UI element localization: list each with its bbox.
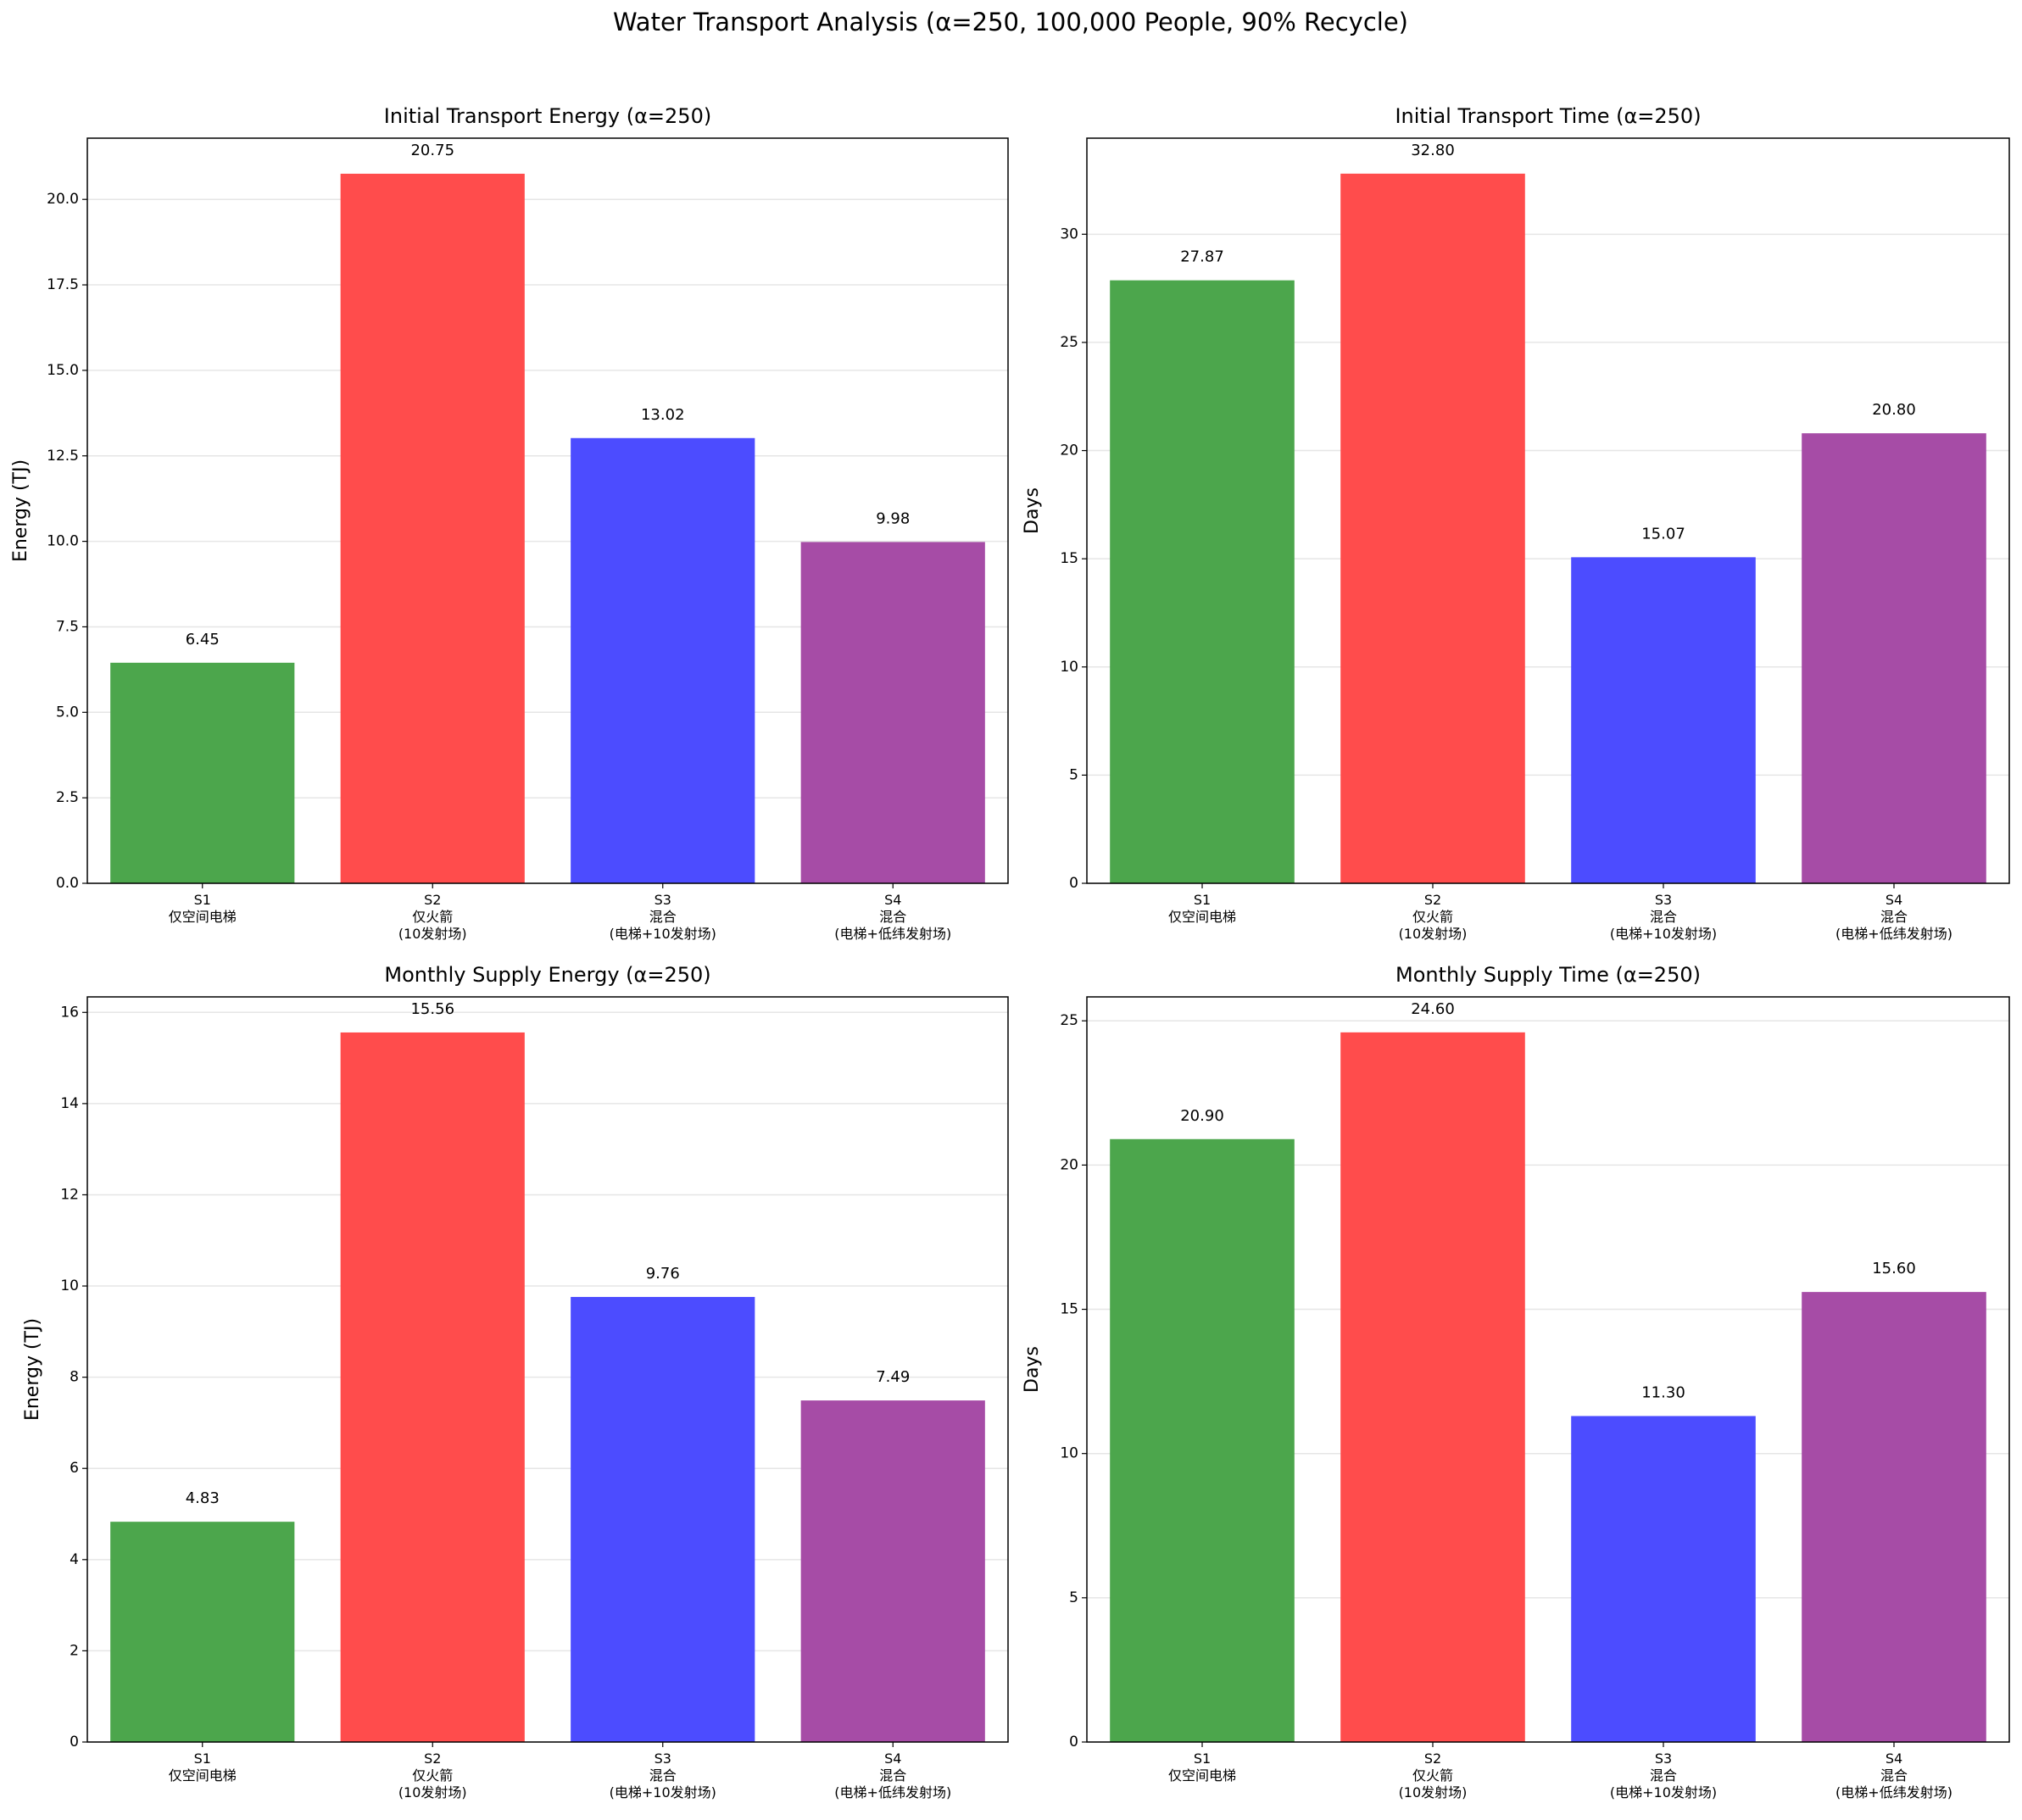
axes-frame xyxy=(86,996,1009,1743)
y-tick-label: 4 xyxy=(70,1551,79,1568)
x-tick-label: S4 混合 (电梯+低纬发射场) xyxy=(1835,1750,1952,1801)
value-label: 9.98 xyxy=(876,509,910,527)
bar xyxy=(340,173,525,883)
y-tick-label: 8 xyxy=(70,1369,79,1386)
bar xyxy=(571,437,755,883)
y-tick-label: 12 xyxy=(60,1186,79,1203)
y-axis-label: Energy (TJ) xyxy=(10,459,31,562)
y-tick-label: 2.5 xyxy=(56,789,79,806)
x-tick-label: S2 仅火箭 (10发射场) xyxy=(398,1750,467,1801)
bar xyxy=(1340,173,1525,883)
chart-title: Monthly Supply Energy (α=250) xyxy=(384,963,710,987)
y-tick-label: 6 xyxy=(70,1460,79,1477)
bar xyxy=(340,1032,525,1742)
y-tick-label: 10 xyxy=(1060,1445,1078,1462)
x-tick-label: S3 混合 (电梯+10发射场) xyxy=(1609,1750,1718,1801)
value-label: 7.49 xyxy=(876,1368,910,1386)
chart-title: Monthly Supply Time (α=250) xyxy=(1395,963,1701,987)
value-label: 20.75 xyxy=(410,142,454,159)
y-axis-label: Days xyxy=(1022,487,1043,534)
x-tick-label: S3 混合 (电梯+10发射场) xyxy=(609,1750,716,1801)
x-tick-label: S4 混合 (电梯+低纬发射场) xyxy=(834,1750,952,1801)
y-tick-label: 10 xyxy=(60,1277,79,1294)
y-tick-label: 16 xyxy=(60,1004,79,1021)
bar xyxy=(800,542,985,883)
y-tick-label: 20.0 xyxy=(47,191,79,208)
x-tick-label: S1 仅空间电梯 xyxy=(1167,1750,1236,1784)
bar xyxy=(1340,1032,1525,1742)
y-tick-label: 15.0 xyxy=(47,362,79,379)
value-label: 20.90 xyxy=(1180,1107,1224,1125)
axes-frame xyxy=(1086,137,2010,884)
y-tick-label: 30 xyxy=(1060,225,1078,242)
x-tick-label: S3 混合 (电梯+10发射场) xyxy=(609,892,716,942)
bar xyxy=(571,1296,755,1742)
value-label: 13.02 xyxy=(641,406,685,424)
x-tick-label: S4 混合 (电梯+低纬发射场) xyxy=(834,892,952,942)
y-tick-label: 2 xyxy=(70,1642,79,1659)
bar xyxy=(1110,1138,1295,1742)
value-label: 15.56 xyxy=(410,1000,454,1018)
bar xyxy=(1802,433,1986,883)
y-tick-label: 5.0 xyxy=(56,704,79,721)
y-tick-label: 5 xyxy=(1069,1589,1078,1606)
y-tick-label: 25 xyxy=(1060,334,1078,351)
value-label: 6.45 xyxy=(186,631,220,648)
y-tick-label: 10.0 xyxy=(47,533,79,550)
y-tick-label: 15 xyxy=(1060,550,1078,567)
y-tick-label: 0 xyxy=(1069,875,1078,892)
y-tick-label: 0 xyxy=(70,1734,79,1750)
chart-title: Initial Transport Energy (α=250) xyxy=(384,104,711,128)
figure-title: Water Transport Analysis (α=250, 100,000… xyxy=(613,8,1408,36)
value-label: 32.80 xyxy=(1411,142,1455,159)
axes-frame xyxy=(1086,996,2010,1743)
chart-title: Initial Transport Time (α=250) xyxy=(1395,104,1701,128)
bar xyxy=(110,662,295,883)
y-tick-label: 15 xyxy=(1060,1301,1078,1318)
y-tick-label: 25 xyxy=(1060,1012,1078,1029)
y-tick-label: 0 xyxy=(1069,1734,1078,1750)
y-tick-label: 20 xyxy=(1060,442,1078,459)
y-tick-label: 7.5 xyxy=(56,618,79,635)
y-tick-label: 20 xyxy=(1060,1156,1078,1173)
x-tick-label: S1 仅空间电梯 xyxy=(1167,892,1236,925)
bar xyxy=(1571,557,1756,883)
y-tick-label: 12.5 xyxy=(47,448,79,465)
value-label: 24.60 xyxy=(1411,1000,1455,1018)
value-label: 15.07 xyxy=(1641,525,1685,543)
x-tick-label: S1 仅空间电梯 xyxy=(168,892,237,925)
x-tick-label: S2 仅火箭 (10发射场) xyxy=(398,892,467,942)
bar xyxy=(1802,1292,1986,1742)
y-tick-label: 0.0 xyxy=(56,875,79,892)
value-label: 27.87 xyxy=(1180,248,1224,266)
value-label: 9.76 xyxy=(646,1265,680,1283)
y-tick-label: 5 xyxy=(1069,766,1078,783)
x-tick-label: S3 混合 (电梯+10发射场) xyxy=(1609,892,1718,942)
y-tick-label: 14 xyxy=(60,1095,79,1112)
value-label: 11.30 xyxy=(1641,1383,1685,1401)
x-tick-label: S2 仅火箭 (10发射场) xyxy=(1398,892,1468,942)
x-tick-label: S4 混合 (电梯+低纬发射场) xyxy=(1835,892,1952,942)
value-label: 4.83 xyxy=(186,1489,220,1507)
x-tick-label: S1 仅空间电梯 xyxy=(168,1750,237,1784)
value-label: 20.80 xyxy=(1872,401,1916,419)
axes-frame xyxy=(86,137,1009,884)
bar xyxy=(1571,1416,1756,1742)
bar xyxy=(110,1522,295,1742)
bar xyxy=(800,1400,985,1742)
bar xyxy=(1110,280,1295,883)
y-axis-label: Energy (TJ) xyxy=(22,1318,43,1421)
y-tick-label: 17.5 xyxy=(47,276,79,293)
y-tick-label: 10 xyxy=(1060,659,1078,676)
x-tick-label: S2 仅火箭 (10发射场) xyxy=(1398,1750,1468,1801)
value-label: 15.60 xyxy=(1872,1260,1916,1277)
y-axis-label: Days xyxy=(1022,1346,1043,1393)
